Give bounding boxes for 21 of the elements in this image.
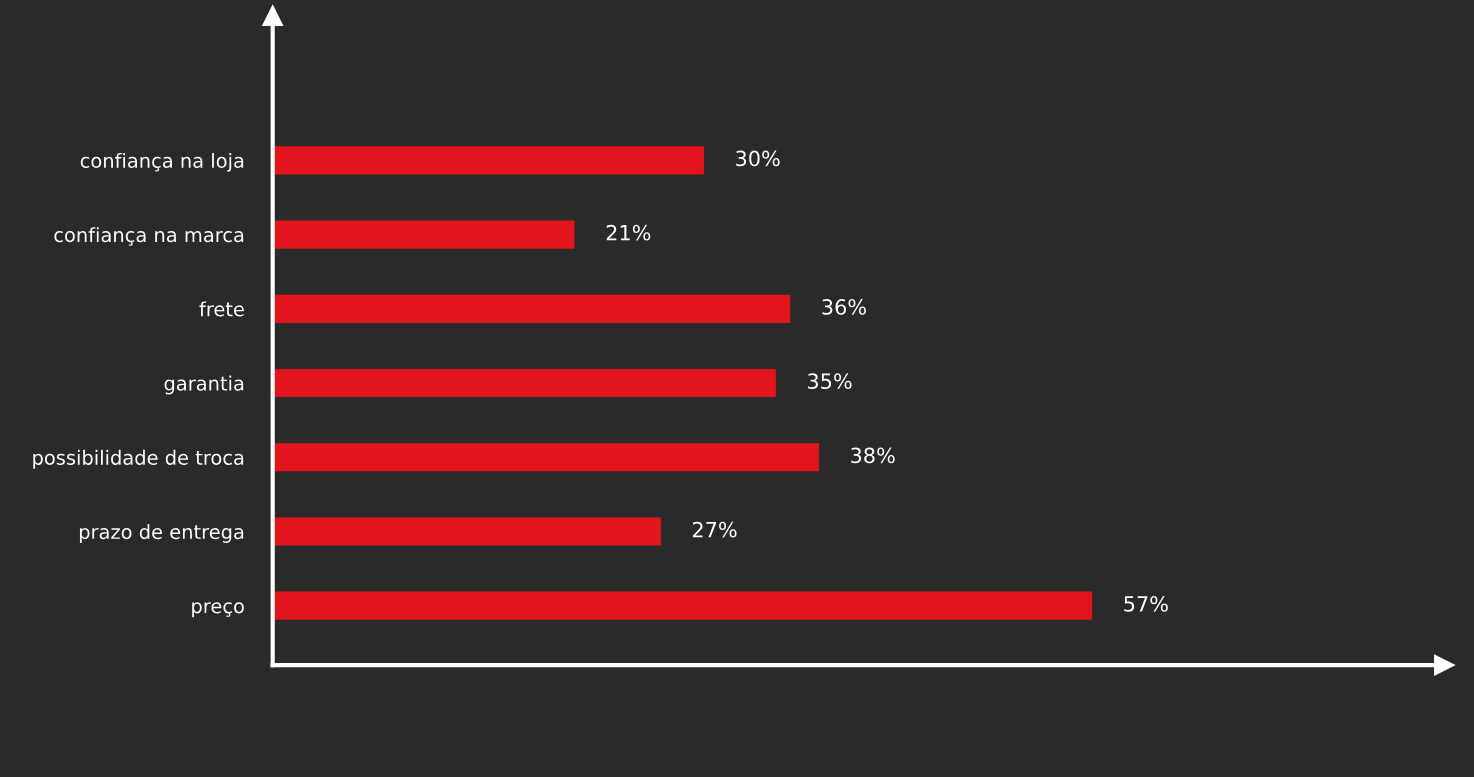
y-tick-label: confiança na loja bbox=[80, 152, 244, 172]
bar bbox=[272, 294, 791, 323]
y-tick-label: confiança na marca bbox=[54, 227, 244, 246]
bar bbox=[272, 368, 776, 398]
data-label: 21% bbox=[606, 224, 651, 241]
bar bbox=[272, 146, 704, 175]
y-tick-label: prazo de entrega bbox=[79, 524, 244, 543]
bar bbox=[272, 517, 661, 546]
bar bbox=[272, 591, 1093, 620]
data-label: 35% bbox=[808, 373, 852, 390]
y-tick-label: preço bbox=[192, 602, 244, 618]
data-label: 57% bbox=[1124, 596, 1168, 612]
data-label: 27% bbox=[692, 521, 737, 538]
bar bbox=[272, 443, 819, 472]
data-label: 38% bbox=[851, 447, 895, 464]
y-tick-label: possibilidade de troca bbox=[33, 449, 244, 469]
y-tick-label: garantia bbox=[164, 375, 244, 395]
bar bbox=[272, 220, 575, 249]
data-label: 36% bbox=[822, 299, 866, 315]
y-tick-label: frete bbox=[199, 301, 244, 317]
data-label: 30% bbox=[736, 150, 780, 167]
